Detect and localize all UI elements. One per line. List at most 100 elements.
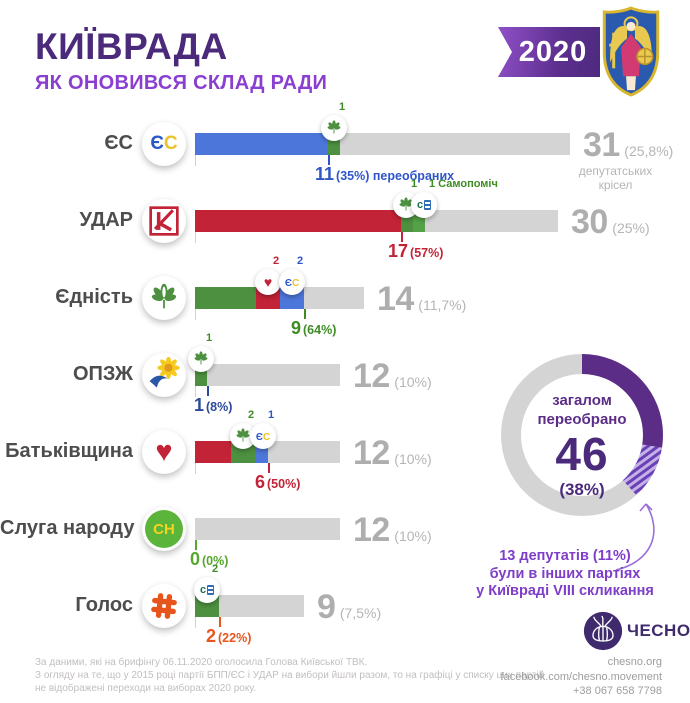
es-logo: ЄС [142,122,186,166]
value-tick [207,386,209,396]
heart-icon-chip: ♥ [255,269,281,295]
total-seats: 31 (25,8%) [583,126,674,164]
party-row: ЄС ЄС 1 11 (35%) переобраних 31 (25,8%) д… [0,100,690,192]
chip-badge: 2 [273,255,280,267]
chestnut-leaf-glyph [151,283,177,309]
donut-note-line1: 13 депутатів (11%) [499,548,631,564]
year-label: 2020 [518,35,588,68]
opzz-logo [142,353,186,397]
udar-logo [142,199,186,243]
bar-start-tick [195,232,196,243]
reelected-donut-chart [501,354,663,516]
kyiv-coat-of-arms-icon [602,6,660,97]
bar-segment [195,210,401,232]
seats-bar [195,287,364,309]
total-seats: 30 (25%) [571,203,650,241]
es-glyph: ЄС [255,432,271,443]
samopomich-icon-chip: с [411,192,437,218]
value-tick [401,232,403,242]
total-seats: 12 (10%) [353,511,432,549]
donut-annotation: 13 депутатів (11%) були в інших партіях … [450,548,680,601]
bar-start-tick [195,309,196,320]
reelected-value: 11 (35%) переобраних [315,164,455,184]
footer-note-line2: З огляду на те, що у 2015 році партії БП… [35,670,545,681]
donut-solid-arc [501,354,663,516]
seats-bar [195,133,570,155]
party-label: Слуга народу [0,517,135,539]
party-row: Голос с 2 2 (22%) 9 (7,5%) [0,562,690,646]
chestnut-icon-chip [188,346,214,372]
reelected-value: 9 (64%) [291,318,337,338]
donut-label-line2: переобрано [537,411,627,428]
party-label: ОПЗЖ [72,363,133,385]
chip-badge: 2 [248,409,255,421]
donut-center-label: загалом переобрано 46 (38%) [512,391,652,500]
party-label: УДАР [79,209,133,231]
chip-badge: 1 [411,178,418,190]
party-row: Єдність ♥ 2 ЄС 2 9 (64%) 14 (11,7%) [0,254,690,338]
seats-bar [195,210,558,232]
party-row: УДАР 1 с 1 Самопоміч 17 (57%) 30 (25%) [0,177,690,261]
batkivshchyna-logo: ♥ [142,430,186,474]
value-tick [328,155,330,165]
reelected-value: 17 (57%) [388,241,444,261]
seats-bar [195,441,340,463]
footer-notes: За даними, які на брифінгу 06.11.2020 ог… [35,656,544,695]
party-label: Єдність [55,286,133,308]
bar-segment [195,441,232,463]
seats-note: депутатських крісел [578,164,653,192]
value-tick [219,617,221,627]
footer-facebook: facebook.com/chesno.movement [500,670,662,683]
reelected-value: 6 (50%) [255,472,301,492]
batkivshchyna-party-glyph: ♥ [155,435,173,468]
chip-badge: 1 [206,332,213,344]
donut-label-line1: загалом [552,392,612,409]
reelected-value: 2 (22%) [206,626,252,646]
chestnut-leaf-glyph [399,197,413,211]
chip-badge: 1 [268,409,275,421]
chestnut-icon-chip [321,115,347,141]
golos-logo [142,584,186,628]
value-tick [195,540,197,550]
sluga-party-glyph: СН [145,510,183,548]
reelected-value: 0 (0%) [190,549,229,569]
bar-start-tick [195,463,196,474]
year-ribbon: 2020 [498,27,600,77]
value-tick [268,463,270,473]
donut-percent: (38%) [559,480,605,499]
chesno-garlic-icon [583,611,623,651]
chestnut-leaf-glyph [194,351,208,365]
samopomich-icon-chip: с [194,577,220,603]
reelected-value: 1 (8%) [194,395,233,415]
seats-bar [195,364,340,386]
party-row: Батьківщина ♥ 2 ЄС 1 6 (50%) 12 (10%) [0,408,690,492]
total-seats: 12 (10%) [353,434,432,472]
golos-party-glyph [151,593,177,619]
brand-name: ЧЕСНО [627,621,690,640]
party-label: Голос [75,594,133,616]
donut-hatched-arc [501,354,663,516]
sluga-logo: СН [142,507,186,551]
party-label: Батьківщина [5,440,133,462]
bar-start-tick [195,617,196,628]
es-glyph: ЄС [284,278,300,289]
opzz-party-glyph [149,357,180,388]
footer-phone: +38 067 658 7798 [572,685,662,697]
unity-logo [142,276,186,320]
footer-contacts: chesno.org facebook.com/chesno.movement … [501,655,662,699]
donut-annotation-arrow [615,503,655,571]
party-label: ЄС [104,132,133,154]
donut-note-line2: були в інших партіях [489,565,641,582]
bar-start-tick [195,386,196,397]
party-row: ОПЗЖ 1 1 (8%) [0,331,690,415]
bar-start-tick [195,155,196,166]
page-title: КИЇВРАДА [35,26,228,67]
es-icon-chip: ЄС [250,423,276,449]
bar-segment [195,287,256,309]
donut-note-line3: у Київраді VIII скликання [476,583,654,599]
footer-note-line1: За даними, які на брифінгу 06.11.2020 ог… [35,657,368,668]
heart-glyph: ♥ [263,274,273,290]
es-icon-chip: ЄС [279,269,305,295]
bar-segment [195,133,329,155]
